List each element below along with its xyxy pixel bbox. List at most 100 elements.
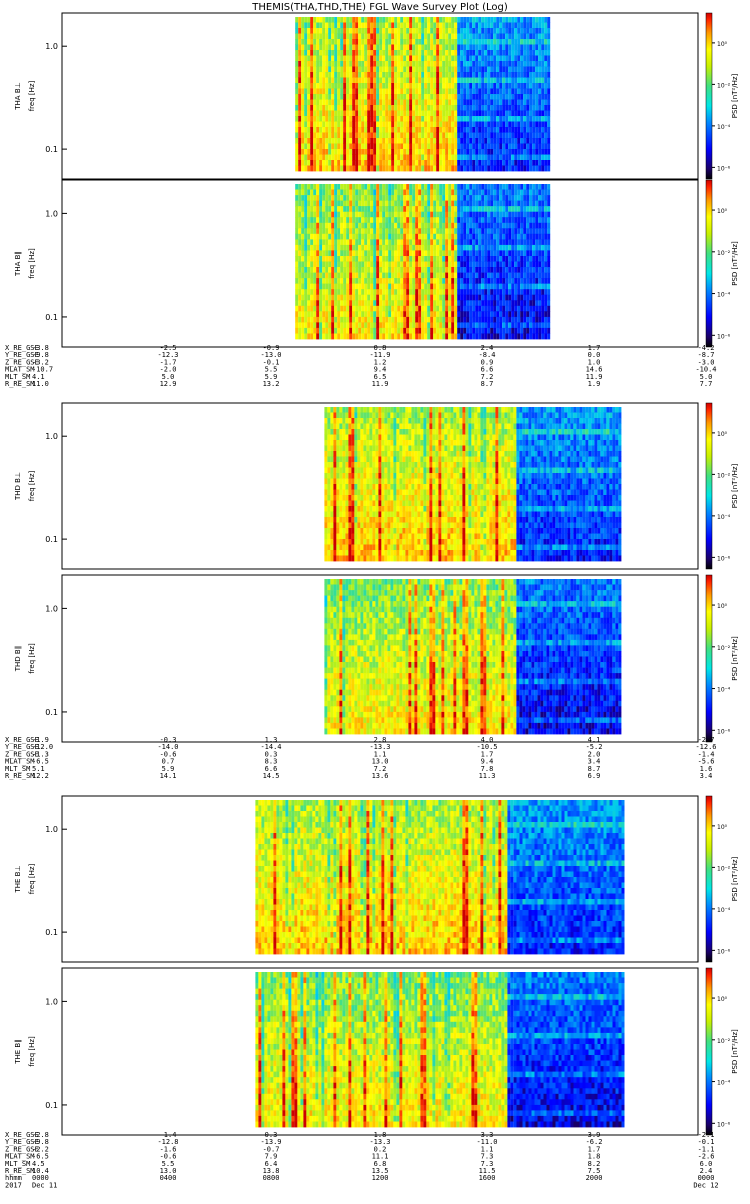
spectrogram-cell xyxy=(361,328,364,334)
spectrogram-cell xyxy=(466,67,469,73)
spectrogram-cell xyxy=(334,278,337,284)
spectrogram-cell xyxy=(394,278,397,284)
spectrogram-cell xyxy=(448,72,451,78)
spectrogram-cell xyxy=(361,105,364,111)
spectrogram-cell xyxy=(298,89,301,95)
spectrogram-cell xyxy=(544,322,547,328)
spectrogram-cell xyxy=(412,223,415,229)
spectrogram-cell xyxy=(310,217,313,223)
spectrogram-cell xyxy=(538,166,541,172)
spectrogram-cell xyxy=(388,39,391,45)
spectrogram-cell xyxy=(394,89,397,95)
spectrogram-cell xyxy=(532,300,535,306)
spectrogram-cell xyxy=(541,278,544,284)
spectrogram-cell xyxy=(442,195,445,201)
spectrogram-cell xyxy=(529,190,532,196)
spectrogram-cell xyxy=(406,144,409,150)
spectrogram-cell xyxy=(322,206,325,212)
spectrogram-cell xyxy=(310,295,313,301)
spectrogram-cell xyxy=(418,155,421,161)
spectrogram-cell xyxy=(514,34,517,40)
spectrogram-cell xyxy=(487,111,490,117)
spectrogram-cell xyxy=(538,217,541,223)
spectrogram-cell xyxy=(331,100,334,106)
spectrogram-cell xyxy=(319,61,322,67)
spectrogram-cell xyxy=(517,105,520,111)
spectrogram-cell xyxy=(424,284,427,290)
spectrogram-cell xyxy=(304,278,307,284)
spectrogram-cell xyxy=(298,311,301,317)
spectrogram-cell xyxy=(421,273,424,279)
spectrogram-cell xyxy=(514,78,517,84)
spectrogram-cell xyxy=(331,234,334,240)
spectrogram-cell xyxy=(346,138,349,144)
spectrogram-cell xyxy=(538,234,541,240)
spectrogram-cell xyxy=(355,83,358,89)
spectrogram-cell xyxy=(526,17,529,23)
spectrogram-cell xyxy=(466,334,469,340)
spectrogram-cell xyxy=(373,116,376,122)
spectrogram-cell xyxy=(322,144,325,150)
spectrogram-cell xyxy=(406,223,409,229)
spectrogram-cell xyxy=(382,201,385,207)
spectrogram-cell xyxy=(496,250,499,256)
spectrogram-cell xyxy=(319,217,322,223)
spectrogram-cell xyxy=(505,149,508,155)
spectrogram-cell xyxy=(370,160,373,166)
spectrogram-cell xyxy=(343,223,346,229)
spectrogram-cell xyxy=(343,67,346,73)
spectrogram-cell xyxy=(304,300,307,306)
spectrogram-cell xyxy=(496,278,499,284)
spectrogram-cell xyxy=(526,267,529,273)
spectrogram-cell xyxy=(460,217,463,223)
spectrogram-cell xyxy=(541,23,544,29)
spectrogram-cell xyxy=(400,133,403,139)
spectrogram-cell xyxy=(448,267,451,273)
spectrogram-cell xyxy=(307,122,310,128)
spectrogram-cell xyxy=(316,78,319,84)
spectrogram-cell xyxy=(319,155,322,161)
spectrogram-cell xyxy=(505,100,508,106)
spectrogram-cell xyxy=(436,234,439,240)
spectrogram-cell xyxy=(340,311,343,317)
spectrogram-cell xyxy=(523,155,526,161)
spectrogram-cell xyxy=(382,295,385,301)
spectrogram-cell xyxy=(343,160,346,166)
spectrogram-cell xyxy=(313,212,316,218)
spectrogram-cell xyxy=(319,195,322,201)
spectrogram-cell xyxy=(343,17,346,23)
spectrogram-cell xyxy=(400,295,403,301)
spectrogram-cell xyxy=(544,311,547,317)
spectrogram-cell xyxy=(394,138,397,144)
spectrogram-cell xyxy=(376,45,379,51)
spectrogram-cell xyxy=(337,256,340,262)
spectrogram-cell xyxy=(364,34,367,40)
spectrogram-cell xyxy=(460,50,463,56)
spectrogram-cell xyxy=(334,83,337,89)
spectrogram-cell xyxy=(463,306,466,312)
spectrogram-cell xyxy=(430,50,433,56)
spectrogram-cell xyxy=(484,138,487,144)
spectrogram-cell xyxy=(547,149,550,155)
spectrogram-cell xyxy=(415,223,418,229)
spectrogram-cell xyxy=(340,72,343,78)
spectrogram-cell xyxy=(333,550,336,556)
spectrogram-cell xyxy=(376,195,379,201)
spectrogram-cell xyxy=(379,267,382,273)
spectrogram-cell xyxy=(349,289,352,295)
spectrogram-cell xyxy=(448,195,451,201)
spectrogram-cell xyxy=(361,278,364,284)
spectrogram-cell xyxy=(364,61,367,67)
spectrogram-cell xyxy=(346,116,349,122)
spectrogram-cell xyxy=(400,50,403,56)
spectrogram-cell xyxy=(361,155,364,161)
spectrogram-cell xyxy=(418,133,421,139)
spectrogram-cell xyxy=(541,127,544,133)
spectrogram-cell xyxy=(409,89,412,95)
spectrogram-cell xyxy=(538,334,541,340)
spectrogram-cell xyxy=(538,116,541,122)
spectrogram-cell xyxy=(499,328,502,334)
spectrogram-cell xyxy=(388,149,391,155)
spectrogram-cell xyxy=(511,239,514,245)
spectrogram-cell xyxy=(439,311,442,317)
